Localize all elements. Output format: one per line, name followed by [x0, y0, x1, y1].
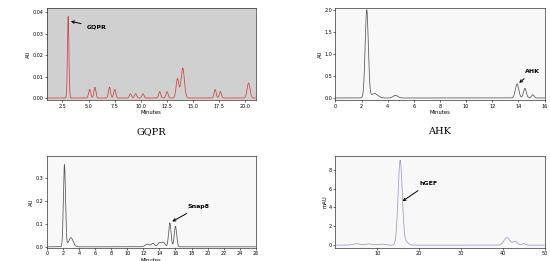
Text: AHK: AHK	[520, 69, 540, 82]
Text: hGEF: hGEF	[403, 181, 437, 200]
Y-axis label: AU: AU	[29, 198, 34, 205]
Title: AHK: AHK	[428, 127, 452, 136]
X-axis label: Minutes: Minutes	[430, 110, 450, 115]
X-axis label: Minutes: Minutes	[141, 110, 162, 115]
X-axis label: Minutes: Minutes	[141, 258, 162, 261]
Text: Snap8: Snap8	[173, 204, 210, 221]
Y-axis label: AU: AU	[318, 50, 323, 58]
Y-axis label: AU: AU	[26, 50, 31, 58]
Text: GQPR: GQPR	[72, 21, 106, 30]
Y-axis label: mAU: mAU	[322, 195, 327, 208]
Title: GQPR: GQPR	[136, 127, 166, 136]
